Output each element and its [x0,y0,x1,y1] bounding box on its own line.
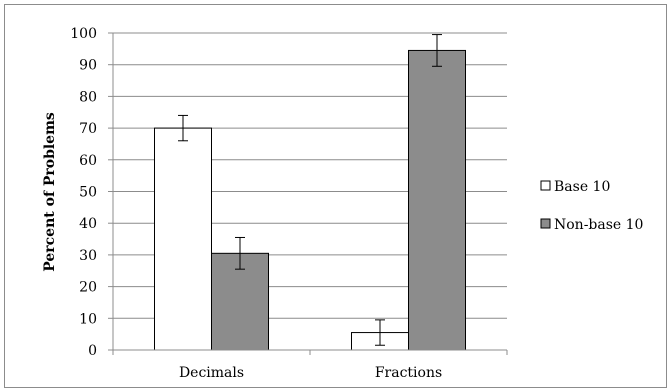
bar-non-base-10-fractions [408,49,466,351]
x-tick-label: Decimals [179,365,244,381]
x-tick-label: Fractions [375,365,442,381]
bar-base-10-decimals [154,127,212,351]
legend: Base 10 Non-base 10 [540,179,643,233]
x-axis: Decimals Fractions [112,349,508,381]
y-tick-label: 20 [79,280,97,296]
y-tick-label: 80 [79,89,97,105]
y-tick-label: 30 [79,248,97,264]
legend-swatch-base-10 [540,180,551,191]
y-tick-label: 10 [79,311,97,327]
y-axis: 0 10 20 30 40 50 60 70 80 90 100 [70,26,114,359]
y-tick-label: 40 [79,216,97,232]
y-axis-title: Percent of Problems [42,112,58,272]
error-bars [178,34,442,346]
legend-swatch-non-base-10 [540,218,551,229]
y-tick-label: 0 [88,343,97,359]
y-tick-label: 70 [79,121,97,137]
y-tick-label: 60 [79,153,97,169]
legend-label-base-10: Base 10 [554,179,610,195]
chart-frame [4,4,667,388]
bars [154,49,466,351]
y-tick-label: 50 [79,185,97,201]
y-tick-label: 100 [70,26,97,42]
y-tick-label: 90 [79,58,97,74]
legend-label-non-base-10: Non-base 10 [554,217,643,233]
